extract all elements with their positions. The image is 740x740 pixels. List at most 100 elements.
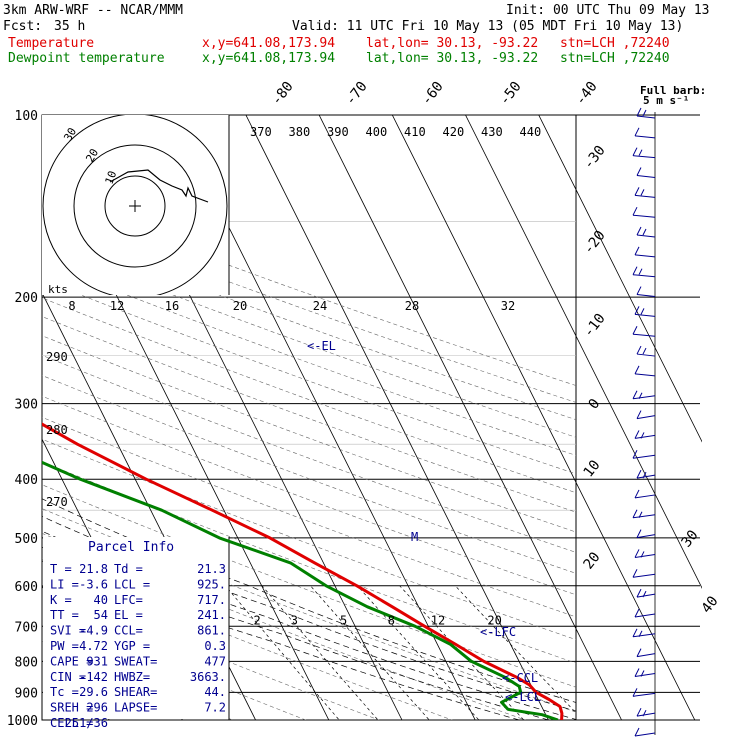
wind-barb-flag xyxy=(638,268,643,275)
wind-barb-flag xyxy=(634,668,640,677)
wind-barb-flag xyxy=(634,489,640,499)
wind-barb-flag xyxy=(640,308,645,315)
theta-side-label: 290 xyxy=(46,350,68,364)
dry-adiabat xyxy=(42,484,576,688)
parcel-info-value: 21.3 xyxy=(197,562,226,576)
wind-barb xyxy=(632,274,656,278)
wind-barb-flag xyxy=(638,511,643,518)
wind-barb xyxy=(634,194,656,198)
isotherm-line xyxy=(318,115,622,720)
sounding-profiles xyxy=(42,422,564,720)
hodograph-ring-label: 30 xyxy=(61,126,79,144)
wind-barb xyxy=(634,613,656,618)
wind-barb-flag xyxy=(632,206,638,216)
theta-label: 400 xyxy=(366,125,388,139)
wind-barb-flag xyxy=(632,688,638,697)
wind-barb xyxy=(632,395,656,400)
parcel-info-label: LI = xyxy=(50,577,79,591)
wind-barb xyxy=(632,573,656,578)
isotherm-side-label: -20 xyxy=(581,228,609,258)
parcel-info-label: SHEAR= xyxy=(114,685,157,699)
pressure-tick-label: 300 xyxy=(15,398,38,413)
wind-barb-flag xyxy=(634,365,640,375)
hodograph-x-tick: 12 xyxy=(110,299,124,313)
wind-barb xyxy=(632,214,656,218)
isotherm-line xyxy=(391,115,696,720)
parcel-info-value: 717. xyxy=(197,593,226,607)
parcel-info-value: -142 xyxy=(79,670,108,684)
parcel-info-label: YGP = xyxy=(114,639,150,653)
wind-barb xyxy=(634,672,656,677)
dry-adiabat xyxy=(42,244,576,438)
wind-barb-flag xyxy=(638,630,643,638)
wind-barb xyxy=(632,692,656,697)
barb-legend-unit: 5 m s⁻¹ xyxy=(643,94,689,107)
wind-barb-flag xyxy=(632,390,638,399)
parcel-info-label: CAPE = xyxy=(50,654,93,668)
hodograph-ring-label: 10 xyxy=(103,169,120,186)
isotherm-side-label: 0 xyxy=(586,396,604,412)
hodograph-x-tick: 24 xyxy=(313,299,327,313)
isotherm-side-label: 20 xyxy=(581,549,604,572)
isotherm-side-label: 10 xyxy=(581,457,604,480)
parcel-info-value: 931 xyxy=(86,654,108,668)
wind-barb-flag xyxy=(632,147,638,156)
parcel-info-label: Td = xyxy=(114,562,143,576)
dry-adiabat xyxy=(42,508,576,713)
hodograph-trace xyxy=(109,169,209,203)
wind-barb-flag xyxy=(636,648,642,657)
mixing-ratio-label: 8 xyxy=(388,613,395,627)
wind-barb-flag xyxy=(636,529,642,538)
parcel-info-value: 3663. xyxy=(190,670,226,684)
wind-barb xyxy=(636,294,656,298)
mixing-ratio-line xyxy=(225,585,340,720)
temperature-profile xyxy=(42,422,564,720)
parcel-info-value: 861. xyxy=(197,624,226,638)
wind-barb-flag xyxy=(634,549,640,558)
parcel-info-label: CELL = xyxy=(50,716,93,730)
parcel-marker-label: <-EL xyxy=(307,339,336,353)
wind-barb xyxy=(632,454,656,459)
wind-barb-flag xyxy=(640,551,645,558)
hodograph-x-tick: 32 xyxy=(501,299,515,313)
barb-legend-label: Full barb: xyxy=(640,84,706,97)
wind-barb xyxy=(636,534,656,539)
wind-barb-flag xyxy=(634,430,640,439)
isotherm-line xyxy=(245,115,549,720)
mixing-ratio-label: 12 xyxy=(431,613,445,627)
wind-barb xyxy=(636,175,656,179)
pressure-tick-label: 100 xyxy=(15,109,38,124)
hodograph-x-tick: 28 xyxy=(405,299,419,313)
hodograph-ring xyxy=(104,175,166,237)
isotherm-side-label: 30 xyxy=(679,527,702,550)
wind-barb xyxy=(634,434,656,439)
wind-barb xyxy=(634,494,656,499)
valid-time: Valid: 11 UTC Fri 10 May 13 (05 MDT Fri … xyxy=(292,19,684,34)
isotherm-top-label: -60 xyxy=(419,79,447,109)
parcel-info-background xyxy=(43,537,229,719)
wind-barb-flag xyxy=(642,709,647,717)
parcel-info-value: 21.8 xyxy=(79,562,108,576)
dew-location-latlon: lat,lon= 30.13, -93.22 xyxy=(366,51,539,66)
parcel-info-value: 925. xyxy=(197,577,226,591)
legend-dewpoint: Dewpoint temperature xyxy=(8,51,165,66)
parcel-info-label: TT = xyxy=(50,608,79,622)
parcel-info-value: 40 xyxy=(94,593,108,607)
parcel-info-label: SWEAT= xyxy=(114,654,157,668)
wind-barb-flag xyxy=(636,588,642,598)
parcel-info-value: 477 xyxy=(204,654,226,668)
wind-barb-flag xyxy=(642,109,647,117)
wind-barb xyxy=(634,135,656,139)
wind-barb xyxy=(636,593,656,598)
wind-barb-flag xyxy=(640,432,645,439)
wind-barb xyxy=(632,633,656,638)
hodograph-x-tick: 16 xyxy=(165,299,179,313)
mixing-ratio-label: 2 xyxy=(253,613,260,627)
parcel-info-value: -4.9 xyxy=(79,624,108,638)
isotherm-side-label: -30 xyxy=(581,143,609,173)
wind-barb-flag xyxy=(632,569,638,578)
forecast-hour: 35 h xyxy=(54,19,86,34)
wind-barb-flag xyxy=(642,228,647,236)
dewpoint-profile xyxy=(42,460,559,720)
